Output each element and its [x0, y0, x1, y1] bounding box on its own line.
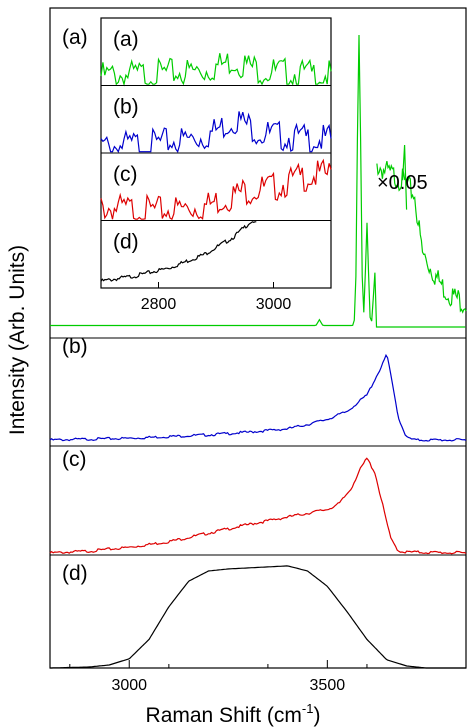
- plot-area: (a) (b) (c) (d) 3000 3500 (a) (b) (c) (d) 2800 3000: [49, 7, 467, 694]
- series-b-line: [49, 353, 467, 442]
- series-d-line: [50, 565, 466, 669]
- panel-label-a: (a): [62, 26, 88, 49]
- inset-series-c-line: [100, 158, 332, 221]
- y-axis-title: Intensity (Arb. Units): [6, 245, 29, 435]
- series-a-scaled-line: [376, 160, 467, 314]
- x-tick-label-3000: 3000: [111, 677, 147, 694]
- inset-label-d: (d): [113, 231, 139, 254]
- series-a-scaled-spike: [402, 145, 408, 210]
- series-c-line: [49, 457, 467, 555]
- inset-label-b: (b): [113, 96, 139, 119]
- panel-label-d: (d): [62, 562, 88, 585]
- inset-x-tick-label-3000: 3000: [256, 296, 292, 313]
- panel-label-c: (c): [62, 448, 87, 471]
- inset-series-b-line: [100, 111, 332, 154]
- inset-series-d-line: [100, 221, 257, 282]
- x-axis-title-sup: -1: [302, 701, 314, 716]
- x-axis-title-close: ): [313, 704, 320, 727]
- x-tick-label-3500: 3500: [310, 677, 346, 694]
- scale-annotation: ×0.05: [377, 172, 428, 194]
- x-axis-title-main: Raman Shift (cm: [146, 704, 302, 727]
- inset-label-c: (c): [113, 163, 138, 186]
- inset-x-tick-label-2800: 2800: [141, 296, 177, 313]
- panel-label-b: (b): [62, 335, 88, 358]
- series-a-line: [50, 34, 466, 328]
- x-axis-title: Raman Shift (cm-1): [146, 701, 321, 727]
- inset-label-a: (a): [113, 28, 139, 51]
- inset-series-a-line: [100, 53, 332, 87]
